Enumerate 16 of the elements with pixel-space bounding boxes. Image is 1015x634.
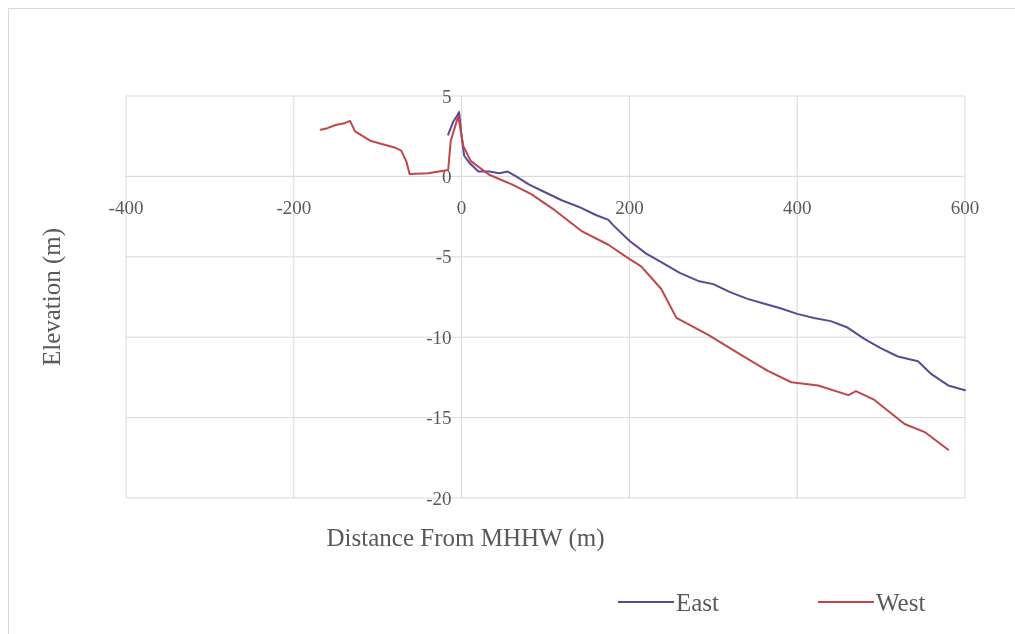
x-axis-title: Distance From MHHW (m) [326, 524, 605, 552]
x-tick-label: 600 [950, 197, 980, 219]
x-tick-label: 200 [615, 197, 644, 219]
x-tick-label: -200 [276, 197, 312, 219]
y-axis-title: Elevation (m) [38, 227, 66, 367]
legend-label: East [676, 588, 720, 616]
x-tick-label: -400 [108, 197, 144, 219]
y-tick-label: -10 [426, 326, 452, 348]
y-tick-label: -5 [435, 246, 452, 268]
x-tick-label: 400 [782, 197, 812, 219]
legend-label: West [876, 588, 926, 616]
y-tick-label: -15 [426, 407, 452, 429]
y-tick-label: -20 [426, 487, 452, 509]
x-tick-label: 0 [456, 197, 467, 219]
y-tick-label: 5 [442, 85, 452, 107]
line-series [319, 115, 950, 451]
